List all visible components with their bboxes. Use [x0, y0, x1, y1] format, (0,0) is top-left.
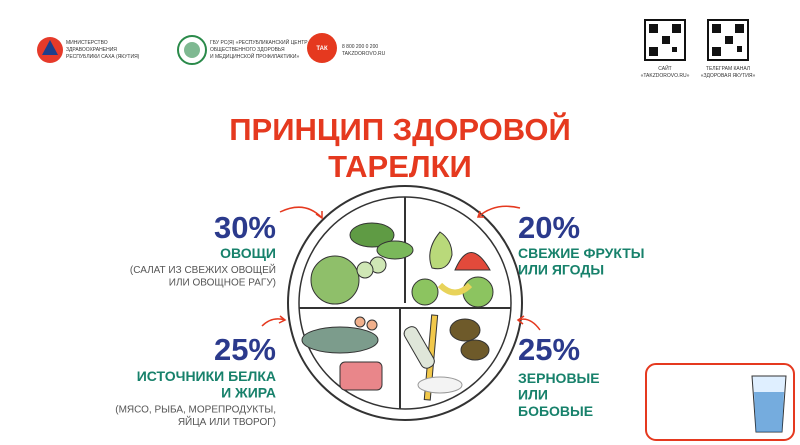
title: ПРИНЦИП ЗДОРОВОЙ [229, 111, 570, 147]
qr-caption: ТЕЛЕГРАМ КАНАЛ [706, 66, 750, 72]
percent: 25% [214, 332, 276, 367]
section-label: БОБОВЫЕ [518, 403, 593, 419]
logo-text: И МЕДИЦИНСКОЙ ПРОФИЛАКТИКИ» [210, 52, 299, 60]
qr-code [644, 19, 686, 61]
qr-caption: «TAKZDOROVO.RU» [641, 73, 690, 79]
qr-caption: «ЗДОРОВАЯ ЯКУТИЯ» [701, 73, 756, 79]
arrow [261, 205, 541, 331]
section-label: ОВОЩИ [220, 245, 276, 261]
title: ТАРЕЛКИ [328, 149, 472, 184]
section-label: СВЕЖИЕ ФРУКТЫ [518, 245, 644, 261]
section-note: (МЯСО, РЫБА, МОРЕПРОДУКТЫ, [115, 405, 276, 416]
section-label: ИЛИ [518, 387, 548, 403]
plate [287, 185, 523, 421]
logo-text: 8 800 200 0 200 [342, 44, 378, 50]
logo-text: ОБЩЕСТВЕННОГО ЗДОРОВЬЯ [210, 47, 285, 53]
logo-text: МИНИСТЕРСТВО [66, 40, 108, 46]
logo-text: РЕСПУБЛИКИ САХА (ЯКУТИЯ) [66, 54, 140, 60]
section-note: ИЛИ ОВОЩНОЕ РАГУ) [169, 278, 276, 289]
section-note: ЯЙЦА ИЛИ ТВОРОГ) [178, 415, 276, 428]
qr-caption: САЙТ [658, 64, 671, 72]
logo-text: ГБУ РС(Я) «РЕСПУБЛИКАНСКИЙ ЦЕНТР [210, 38, 308, 46]
section-label: ИЛИ ЯГОДЫ [518, 262, 604, 278]
section-label: И ЖИРА [221, 385, 276, 401]
svg-text:ТАК: ТАК [316, 46, 328, 52]
section-label: ИСТОЧНИКИ БЕЛКА [137, 368, 276, 384]
percent: 25% [518, 332, 580, 367]
section-label: ЗЕРНОВЫЕ [518, 370, 600, 386]
logo-takzdorovo [307, 33, 337, 63]
percent: 30% [214, 210, 276, 245]
logo-text: TAKZDOROVO.RU [342, 51, 386, 57]
logo-text: ЗДРАВООХРАНЕНИЯ [66, 47, 117, 53]
section-note: (САЛАТ ИЗ СВЕЖИХ ОВОЩЕЙ [130, 263, 276, 276]
percent: 20% [518, 210, 580, 245]
qr-code [707, 19, 749, 61]
